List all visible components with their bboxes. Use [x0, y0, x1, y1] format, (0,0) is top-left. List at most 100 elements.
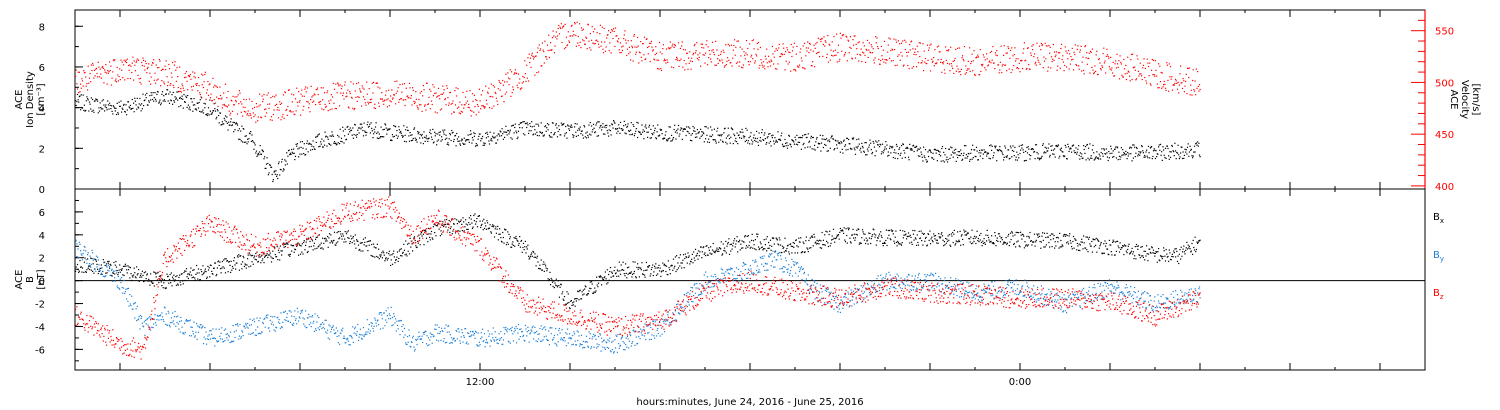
data-point	[777, 63, 779, 65]
data-point	[706, 64, 709, 66]
data-point	[344, 84, 346, 86]
data-point	[81, 267, 84, 269]
data-point	[287, 155, 289, 157]
data-point	[620, 51, 622, 54]
data-point	[652, 125, 654, 127]
data-point	[654, 267, 656, 269]
data-point	[81, 78, 83, 80]
data-point	[887, 51, 889, 53]
data-point	[783, 53, 785, 55]
data-point	[186, 80, 188, 82]
data-point	[453, 140, 455, 143]
data-point	[618, 38, 620, 40]
data-point	[392, 253, 394, 255]
data-point	[404, 254, 406, 256]
data-point	[1162, 86, 1164, 88]
data-point	[1035, 61, 1037, 63]
data-point	[978, 152, 980, 154]
data-point	[262, 98, 264, 100]
data-point	[199, 94, 201, 96]
data-point	[318, 146, 320, 148]
data-point	[441, 139, 443, 141]
data-point	[600, 276, 602, 278]
data-point	[584, 285, 586, 287]
data-point	[336, 143, 338, 145]
data-point	[769, 61, 771, 63]
data-point	[728, 138, 731, 140]
data-point	[829, 245, 831, 247]
data-point	[608, 135, 610, 137]
data-point	[711, 253, 713, 255]
data-point	[1022, 149, 1024, 151]
data-point	[701, 43, 703, 45]
data-point	[350, 235, 352, 237]
data-point	[521, 82, 523, 84]
data-point	[305, 244, 307, 246]
data-point	[716, 49, 718, 51]
data-point	[233, 121, 235, 124]
data-point	[367, 240, 370, 242]
data-point	[165, 60, 167, 62]
data-point	[383, 100, 385, 102]
data-point	[90, 97, 92, 99]
data-point	[296, 245, 298, 247]
data-point	[206, 92, 208, 94]
data-point	[740, 137, 743, 139]
data-point	[402, 251, 404, 253]
data-point	[190, 78, 192, 80]
data-point	[591, 131, 593, 133]
data-point	[531, 126, 533, 128]
data-point	[878, 146, 881, 148]
data-point	[837, 52, 839, 54]
data-point	[1111, 67, 1113, 69]
data-point	[1139, 62, 1141, 64]
data-point	[97, 112, 99, 114]
data-point	[459, 113, 462, 115]
data-point	[1123, 151, 1125, 154]
data-point	[681, 41, 683, 43]
data-point	[1049, 154, 1051, 156]
data-point	[688, 256, 690, 258]
data-point	[1108, 66, 1110, 68]
data-point	[991, 50, 993, 52]
data-point	[854, 149, 856, 151]
data-point	[191, 277, 193, 279]
data-point	[867, 56, 869, 58]
data-point	[797, 65, 799, 67]
data-point	[857, 145, 859, 147]
data-point	[106, 272, 108, 274]
data-point	[448, 102, 450, 104]
data-point	[890, 60, 892, 62]
data-point	[1032, 49, 1034, 51]
data-point	[264, 167, 266, 169]
data-point	[756, 130, 758, 132]
data-point	[887, 151, 889, 153]
data-point	[337, 82, 339, 84]
data-point	[485, 85, 487, 87]
data-point	[127, 269, 130, 271]
data-point	[340, 233, 342, 235]
data-point	[303, 240, 305, 242]
data-point	[226, 116, 228, 118]
data-point	[349, 242, 351, 245]
data-point	[984, 151, 986, 153]
data-point	[614, 122, 616, 124]
data-point	[1056, 69, 1058, 71]
data-point	[344, 135, 346, 137]
data-point	[1152, 59, 1155, 61]
data-point	[654, 59, 656, 61]
data-point	[621, 129, 623, 131]
data-point	[213, 103, 215, 105]
data-point	[153, 100, 155, 102]
data-point	[441, 108, 443, 110]
data-point	[272, 179, 274, 181]
data-point	[974, 73, 976, 76]
data-point	[1083, 73, 1085, 75]
data-point	[474, 133, 476, 135]
data-point	[631, 273, 634, 275]
data-point	[259, 254, 261, 256]
data-point	[139, 77, 142, 79]
data-point	[553, 287, 555, 289]
data-point	[667, 47, 669, 49]
data-point	[262, 258, 264, 260]
